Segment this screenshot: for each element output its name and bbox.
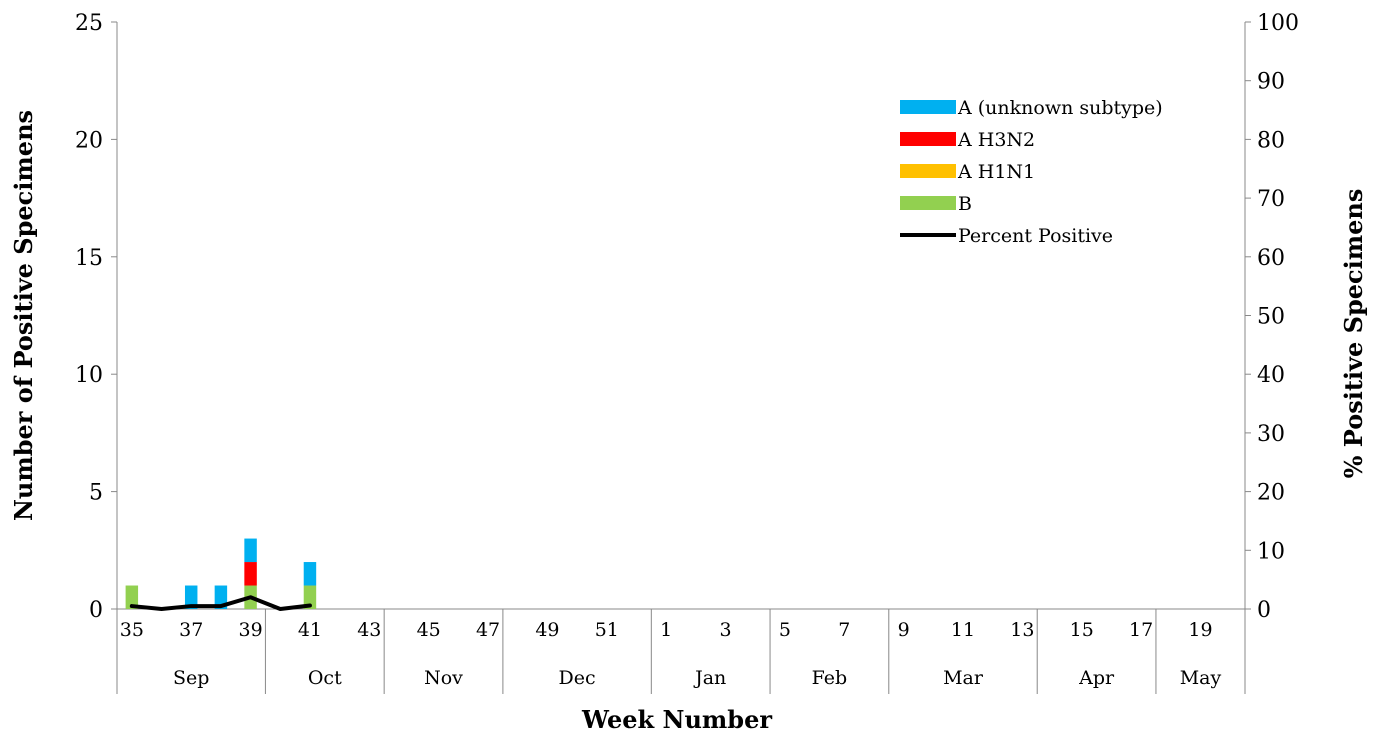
week-label: 5 (779, 619, 791, 641)
y2-tick-label: 80 (1257, 128, 1285, 153)
bar-segment (303, 585, 317, 609)
y2-tick-label: 70 (1257, 187, 1285, 212)
week-label: 9 (898, 619, 910, 641)
legend-swatch (900, 164, 956, 178)
bar-segment (244, 562, 257, 586)
y2-tick-label: 100 (1257, 11, 1299, 36)
week-label: 49 (535, 619, 559, 641)
y2-axis-title: % Positive Specimens (1339, 189, 1368, 479)
week-label: 43 (357, 619, 381, 641)
month-label: Oct (308, 667, 342, 689)
legend-swatch (900, 132, 956, 146)
y2-tick-label: 50 (1257, 305, 1285, 330)
bar-segment (244, 538, 257, 563)
week-label: 35 (120, 619, 144, 641)
week-label: 39 (238, 619, 262, 641)
month-label: May (1180, 667, 1222, 689)
week-label: 7 (838, 619, 850, 641)
week-label: 13 (1010, 619, 1034, 641)
y2-tick-label: 90 (1257, 70, 1285, 95)
week-label: 11 (951, 619, 975, 641)
y-tick-label: 5 (89, 481, 103, 506)
legend-label: Percent Positive (958, 225, 1113, 247)
percent-positive-line (129, 595, 312, 611)
week-label: 19 (1188, 619, 1212, 641)
week-label: 47 (476, 619, 500, 641)
y-tick-label: 15 (75, 246, 103, 271)
y2-tick-label: 40 (1257, 363, 1285, 388)
y2-tick-label: 20 (1257, 481, 1285, 506)
month-label: Nov (424, 667, 463, 689)
bar-segment (303, 562, 317, 586)
month-label: Feb (812, 667, 848, 689)
y2-tick-label: 10 (1257, 539, 1285, 564)
week-label: 45 (417, 619, 441, 641)
x-axis-title: Week Number (581, 705, 772, 734)
week-label: 3 (719, 619, 731, 641)
y2-tick-label: 30 (1257, 422, 1285, 447)
y2-tick-label: 60 (1257, 246, 1285, 271)
legend-label: A (unknown subtype) (957, 97, 1163, 119)
week-label: 51 (595, 619, 619, 641)
y-tick-label: 0 (89, 598, 103, 623)
line-series (129, 595, 312, 611)
month-label: Sep (173, 667, 209, 689)
y-tick-label: 10 (75, 363, 103, 388)
y-tick-label: 25 (75, 11, 103, 36)
month-label: Jan (693, 667, 726, 689)
month-label: Dec (559, 667, 596, 689)
legend-label: A H3N2 (957, 129, 1035, 151)
legend: A (unknown subtype) A H3N2 A H1N1 B Percent … (900, 97, 1163, 247)
month-label: Mar (943, 667, 984, 689)
y-tick-label: 20 (75, 128, 103, 153)
legend-label: A H1N1 (957, 161, 1035, 183)
month-label: Apr (1078, 667, 1115, 689)
bars (125, 538, 317, 609)
y-ticks-right: 0 10 20 30 40 50 60 70 80 90 100 (1245, 11, 1299, 623)
week-label: 41 (298, 619, 322, 641)
week-label: 15 (1070, 619, 1094, 641)
week-label: 37 (179, 619, 203, 641)
week-label: 1 (660, 619, 672, 641)
legend-swatch (900, 100, 956, 114)
y-axis-title: Number of Positive Specimens (9, 110, 38, 521)
week-label: 17 (1129, 619, 1153, 641)
legend-label: B (958, 193, 972, 215)
y2-tick-label: 0 (1257, 598, 1271, 623)
legend-swatch (900, 196, 956, 210)
y-ticks-left: 0 5 10 15 20 25 (75, 11, 117, 623)
bar-segment (125, 585, 139, 609)
bar-segment (184, 585, 198, 609)
